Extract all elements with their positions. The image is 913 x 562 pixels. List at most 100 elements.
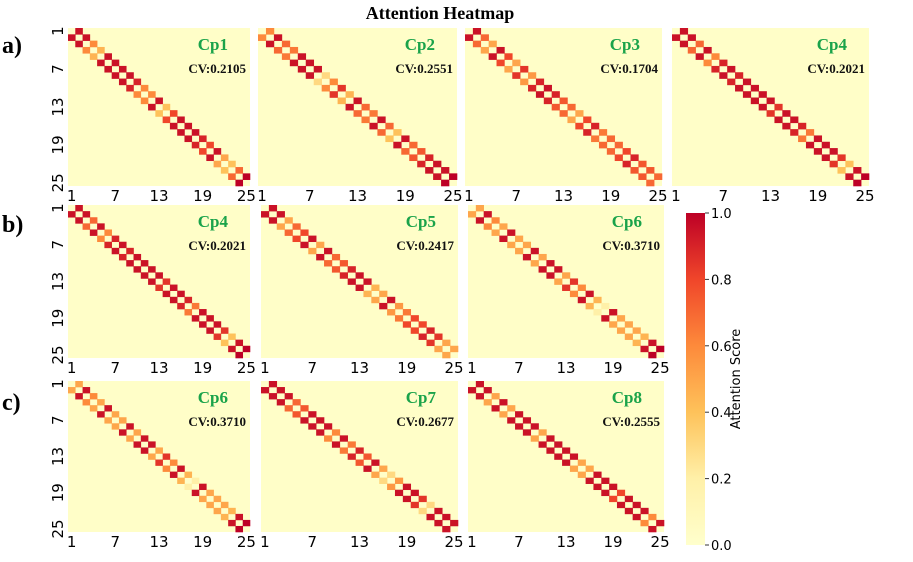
heatmap-cell (554, 441, 563, 448)
x-tick-label: 13 (761, 187, 780, 205)
heatmap-cell (483, 223, 492, 230)
heatmap-cell (284, 393, 293, 400)
heatmap-cell (184, 135, 193, 143)
heatmap-cell (169, 284, 178, 291)
heatmap-cell (530, 260, 539, 267)
panel-cv: CV:0.2677 (396, 414, 454, 429)
heatmap-cell (220, 327, 229, 334)
y-tick-label: 7 (49, 64, 67, 74)
heatmap-cell (155, 110, 163, 117)
heatmap-cell (593, 309, 602, 316)
heatmap-cell (418, 321, 427, 328)
heatmap-cell (442, 525, 451, 533)
heatmap-cell (300, 229, 309, 236)
heatmap-cell (450, 345, 459, 353)
heatmap-cell (329, 78, 338, 86)
heatmap-cell (569, 290, 579, 298)
heatmap-cell (475, 217, 484, 224)
heatmap-cell (339, 447, 348, 454)
heatmap-cell (394, 477, 404, 484)
heatmap-cell (235, 525, 244, 533)
panel-cv: CV:0.3710 (602, 238, 660, 253)
colorbar-tick-label: 0.0 (711, 539, 732, 554)
heatmap-cell (546, 435, 555, 442)
heatmap-cell (554, 278, 563, 285)
heatmap-cell (104, 417, 112, 424)
x-tick-label: 19 (397, 533, 416, 551)
panel-name: Cp4 (817, 35, 848, 54)
x-tick-label: 13 (149, 359, 168, 377)
heatmap-cell (616, 315, 626, 322)
heatmap-cell (790, 116, 799, 124)
heatmap-cell (401, 135, 410, 143)
x-tick-label: 13 (149, 533, 168, 551)
heatmap-cell (337, 97, 346, 105)
heatmap-background (261, 205, 458, 358)
heatmap-cell (235, 513, 244, 521)
heatmap-cell (206, 154, 214, 162)
heatmap-cell (155, 272, 163, 279)
heatmap-cell (821, 141, 830, 149)
heatmap-cell (585, 477, 594, 484)
heatmap-cell (648, 525, 657, 533)
heatmap-cell (313, 78, 322, 86)
colorbar-tick-label: 0.8 (711, 273, 732, 288)
heatmap-cell (347, 453, 356, 460)
heatmap-cell (206, 141, 214, 149)
y-tick-label: 13 (49, 447, 67, 466)
heatmap-cell (206, 315, 214, 322)
heatmap-cell (591, 135, 600, 143)
heatmap-cell (199, 309, 207, 316)
x-tick-label: 25 (237, 187, 256, 205)
heatmap-cell (184, 309, 193, 316)
heatmap-cell (593, 296, 602, 304)
x-tick-label: 19 (601, 187, 620, 205)
heatmap-cell (199, 148, 207, 155)
panel-name: Cp6 (612, 212, 642, 231)
heatmap-cell (162, 465, 171, 472)
heatmap-cell (672, 34, 681, 41)
heatmap-cell (616, 489, 626, 497)
heatmap-cell (491, 405, 500, 412)
heatmap-cell (89, 229, 98, 236)
heatmap-cell (577, 296, 586, 304)
panel-name: Cp3 (610, 35, 640, 54)
heatmap-cell (199, 483, 207, 491)
heatmap-cell (387, 296, 396, 304)
heatmap-cell (68, 34, 76, 41)
heatmap-cell (228, 507, 236, 515)
heatmap-panel-cp3: Cp3 CV:0.1704 1 7 13 19 25 (464, 28, 668, 205)
heatmap-cell (191, 477, 200, 484)
heatmap-cell (324, 435, 333, 442)
heatmap-cell (766, 97, 775, 105)
heatmap-cell (394, 489, 404, 497)
heatmap-cell (300, 241, 309, 249)
heatmap-cell (316, 241, 325, 249)
heatmap-cell (111, 423, 120, 430)
heatmap-cell (371, 296, 380, 304)
heatmap-cell (393, 129, 402, 136)
heatmap-cell (585, 290, 594, 298)
heatmap-cell (575, 110, 584, 117)
heatmap-cell (377, 116, 386, 124)
heatmap-cell (300, 405, 309, 412)
y-tick-label: 19 (49, 309, 67, 328)
heatmap-cell (292, 223, 301, 230)
heatmap-cell (577, 471, 586, 478)
heatmap-cell (155, 447, 163, 454)
heatmap-cell (546, 260, 555, 267)
x-tick-label: 19 (808, 187, 827, 205)
heatmap-cell (379, 302, 388, 310)
heatmap-cell (276, 223, 285, 230)
heatmap-cell (111, 72, 120, 79)
heatmap-cell (515, 247, 524, 255)
heatmap-cell (418, 333, 427, 340)
heatmap-cell (829, 160, 838, 168)
heatmap-cell (347, 266, 356, 273)
heatmap-cell (104, 65, 112, 73)
heatmap-cell (265, 28, 275, 35)
heatmap-cell (475, 393, 484, 400)
heatmap-background (468, 205, 664, 358)
heatmap-cell (711, 65, 720, 73)
colorbar-tick-label: 0.4 (711, 406, 732, 421)
